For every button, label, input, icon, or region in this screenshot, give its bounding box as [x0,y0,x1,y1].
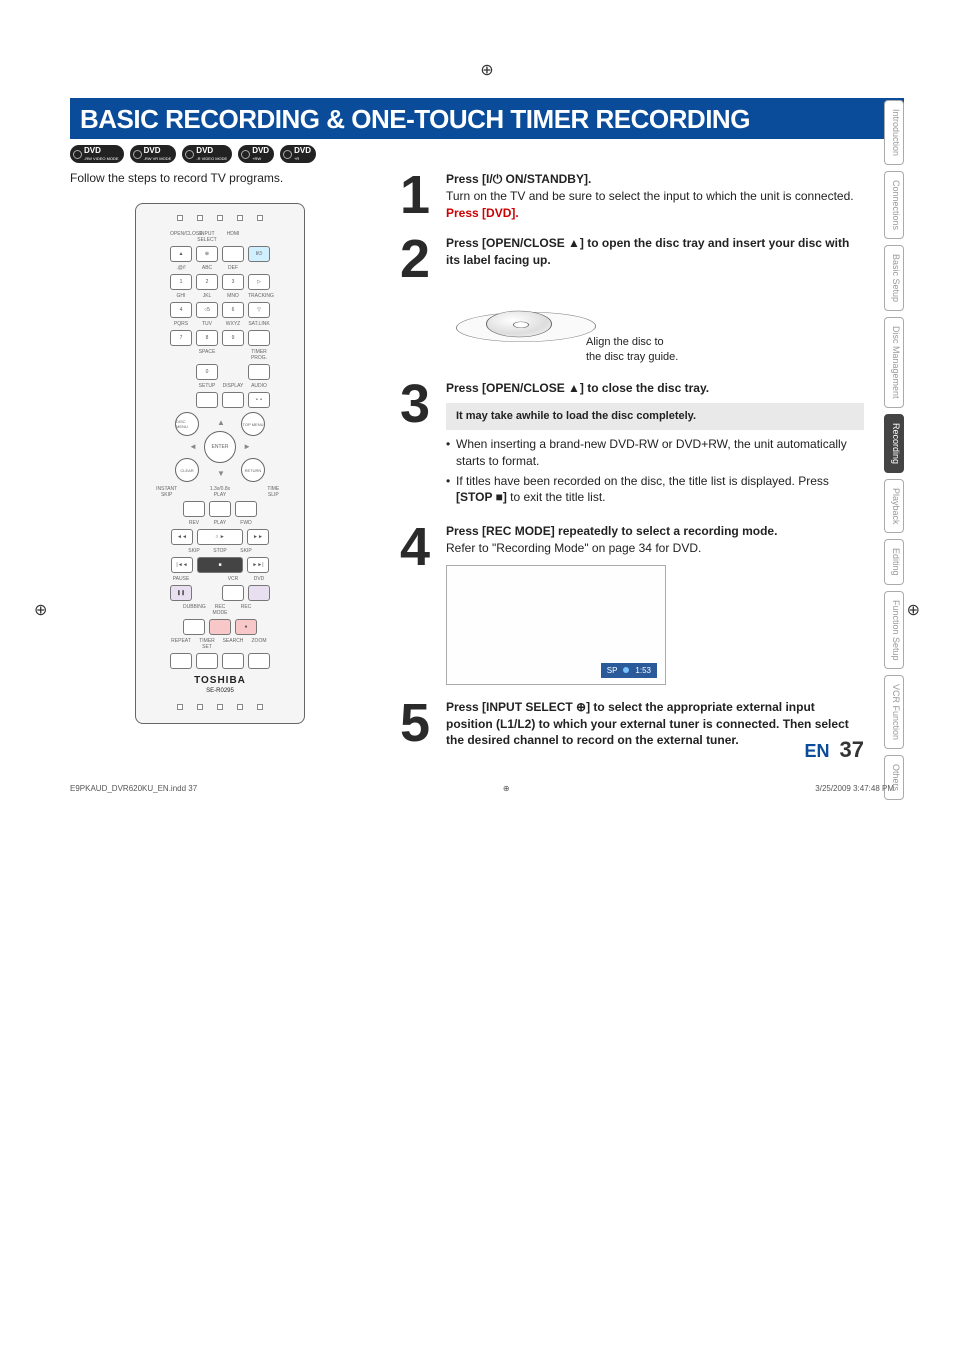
print-file: E9PKAUD_DVR620KU_EN.indd 37 [70,784,197,793]
dvd-badge: DVD-RW VR MODE [130,145,177,163]
print-date: 3/25/2009 3:47:48 PM [815,784,894,793]
note-box: It may take awhile to load the disc comp… [446,403,864,430]
sidebar-tab[interactable]: Basic Setup [884,245,904,311]
sidebar-tab[interactable]: Connections [884,171,904,239]
remote-btn-power: I/⏻ [248,246,270,262]
left-column: Follow the steps to record TV programs. … [70,171,370,763]
step-bold: Press [REC MODE] repeatedly to select a … [446,524,777,538]
mode-preview-box: SP 1:53 [446,565,666,685]
remote-btn-hdmi [222,246,244,262]
step-number: 2 [400,235,436,365]
step-text: Turn on the TV and be sure to select the… [446,189,854,203]
disc-tray-illustration [456,277,616,367]
step-number: 4 [400,523,436,685]
sidebar-tab[interactable]: Disc Management [884,317,904,408]
remote-brand: TOSHIBA [142,675,298,686]
page: ⊕ BASIC RECORDING & ONE-TOUCH TIMER RECO… [0,0,954,803]
step-5: 5 Press [INPUT SELECT ⊕] to select the a… [400,699,864,749]
remote-illustration: OPEN/CLOSEINPUT SELECTHDMI ▲ ⊕ I/⏻ .@/!A… [135,203,305,724]
sidebar-tab[interactable]: Introduction [884,100,904,165]
step-text: Refer to "Recording Mode" on page 34 for… [446,541,701,555]
bullet-item: If titles have been recorded on the disc… [446,473,864,507]
remote-dpad: DISC MENU TOP MENU ENTER CLEAR RETURN ▲▼… [175,412,265,482]
dvd-badge: DVD-RW VIDEO MODE [70,145,124,163]
mode-status-bar: SP 1:53 [601,663,657,678]
step-3: 3 Press [OPEN/CLOSE ▲] to close the disc… [400,380,864,509]
step-number: 5 [400,699,436,749]
crop-mark-left: ⊕ [34,600,47,620]
step-1: 1 Press [I/⏻ ON/STANDBY]. Turn on the TV… [400,171,864,221]
step-bold: Press [I/⏻ ON/STANDBY]. [446,172,591,186]
remote-btn-recmode [209,619,231,635]
remote-btn-pause: ❚❚ [170,585,192,601]
remote-model: SE-R0295 [142,688,298,694]
sidebar-tabs: Introduction Connections Basic Setup Disc M… [884,100,904,800]
step-4: 4 Press [REC MODE] repeatedly to select … [400,523,864,685]
sidebar-tab[interactable]: Function Setup [884,591,904,670]
bullet-item: When inserting a brand-new DVD-RW or DVD… [446,436,864,470]
steps-column: 1 Press [I/⏻ ON/STANDBY]. Turn on the TV… [400,171,904,763]
dvd-badge: DVD+R [280,145,316,163]
dvd-badge: DVD+RW [238,145,274,163]
dvd-badges-row: DVD-RW VIDEO MODE DVD-RW VR MODE DVD-R VID… [70,145,904,163]
remote-btn-rec: ● [235,619,257,635]
page-number: 37 [840,737,864,763]
remote-btn-stop: ■ [197,557,243,573]
sidebar-tab[interactable]: Playback [884,479,904,534]
sidebar-tab[interactable]: Recording [884,414,904,473]
step-bold: Press [INPUT SELECT ⊕] to select the app… [446,700,849,748]
step-bold: Press [OPEN/CLOSE ▲] to close the disc t… [446,381,709,395]
sidebar-tab[interactable]: Others [884,755,904,800]
page-title-bar: BASIC RECORDING & ONE-TOUCH TIMER RECORD… [70,98,904,139]
page-footer: EN 37 [805,737,865,763]
remote-btn-input: ⊕ [196,246,218,262]
step-number: 1 [400,171,436,221]
tray-caption: Align the disc to the disc tray guide. [586,335,864,366]
step-red-text: Press [DVD]. [446,206,519,220]
step-number: 3 [400,380,436,509]
dvd-badge: DVD-R VIDEO MODE [182,145,232,163]
sidebar-tab[interactable]: VCR Function [884,675,904,749]
step-2: 2 Press [OPEN/CLOSE ▲] to open the disc … [400,235,864,365]
crop-mark-right: ⊕ [907,600,920,620]
print-footer: E9PKAUD_DVR620KU_EN.indd 37 ⊕ 3/25/2009 … [70,784,894,793]
sidebar-tab[interactable]: Editing [884,539,904,585]
lang-label: EN [805,741,830,762]
intro-text: Follow the steps to record TV programs. [70,171,370,185]
remote-btn-open: ▲ [170,246,192,262]
step-bold: Press [OPEN/CLOSE ▲] to open the disc tr… [446,236,849,267]
crop-mark-top: ⊕ [70,60,904,80]
